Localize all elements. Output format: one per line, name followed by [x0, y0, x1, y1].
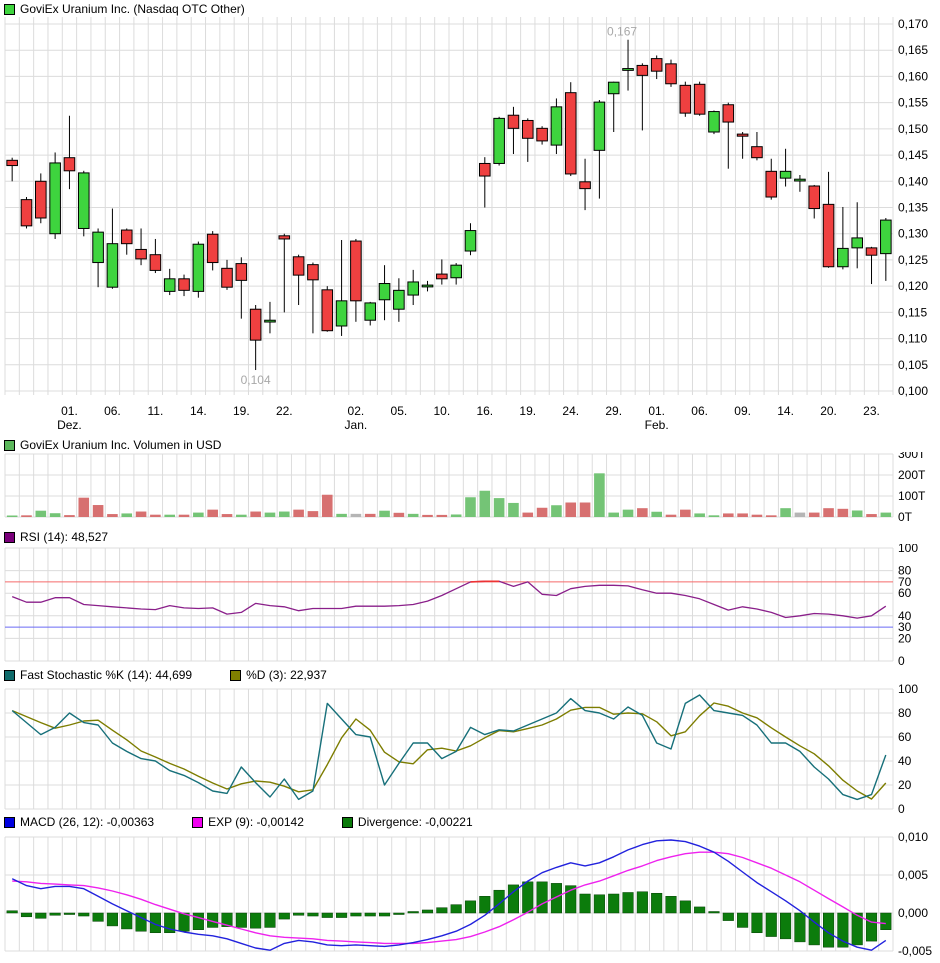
svg-text:-0,005: -0,005 — [898, 944, 932, 958]
svg-text:01.: 01. — [61, 404, 78, 418]
svg-text:0,125: 0,125 — [898, 253, 928, 267]
stochastic-d-swatch-icon — [230, 669, 242, 681]
svg-text:30: 30 — [898, 620, 912, 634]
main-chart-legend: GoviEx Uranium Inc. (Nasdaq OTC Other) — [0, 0, 940, 16]
svg-text:0,104: 0,104 — [241, 373, 271, 387]
svg-text:0,120: 0,120 — [898, 279, 928, 293]
svg-text:60: 60 — [898, 730, 912, 744]
svg-text:0,115: 0,115 — [898, 305, 927, 319]
svg-text:40: 40 — [898, 609, 912, 623]
svg-text:80: 80 — [898, 706, 912, 720]
macd-legend: MACD (26, 12): -0,00363 EXP (9): -0,0014… — [0, 813, 940, 829]
svg-text:19.: 19. — [233, 404, 250, 418]
svg-text:09.: 09. — [734, 404, 751, 418]
svg-text:0,167: 0,167 — [607, 25, 637, 39]
svg-text:0T: 0T — [898, 510, 913, 524]
svg-text:0,100: 0,100 — [898, 384, 928, 398]
svg-text:14.: 14. — [777, 404, 794, 418]
svg-text:29.: 29. — [605, 404, 622, 418]
macd-exp-label: EXP (9): -0,00142 — [208, 815, 304, 829]
macd-swatch-icon — [4, 816, 15, 828]
svg-text:0,170: 0,170 — [898, 17, 928, 31]
svg-text:0: 0 — [898, 654, 905, 666]
svg-text:06.: 06. — [104, 404, 121, 418]
svg-text:02.: 02. — [348, 404, 365, 418]
rsi-legend: RSI (14): 48,527 — [0, 528, 940, 544]
svg-text:40: 40 — [898, 754, 912, 768]
svg-text:20: 20 — [898, 631, 912, 645]
svg-text:19.: 19. — [519, 404, 536, 418]
svg-text:100: 100 — [898, 682, 918, 696]
stochastic-k-swatch-icon — [4, 669, 15, 681]
stochastic-d-label: %D (3): 22,937 — [246, 668, 327, 682]
svg-text:100T: 100T — [898, 489, 926, 503]
svg-text:22.: 22. — [276, 404, 293, 418]
svg-text:06.: 06. — [691, 404, 708, 418]
svg-text:0,145: 0,145 — [898, 148, 928, 162]
svg-text:0,160: 0,160 — [898, 69, 928, 83]
svg-text:Dez.: Dez. — [57, 418, 82, 432]
svg-text:0,155: 0,155 — [898, 96, 928, 110]
svg-text:0,005: 0,005 — [898, 868, 928, 882]
volume-title: GoviEx Uranium Inc. Volumen in USD — [20, 438, 222, 452]
svg-text:01.: 01. — [648, 404, 665, 418]
macd-divergence-label: Divergence: -0,00221 — [357, 815, 473, 829]
stochastic-legend: Fast Stochastic %K (14): 44,699 %D (3): … — [0, 666, 940, 682]
svg-text:0,140: 0,140 — [898, 174, 928, 188]
svg-text:Feb.: Feb. — [645, 418, 669, 432]
svg-text:05.: 05. — [391, 404, 408, 418]
svg-text:0: 0 — [898, 802, 905, 813]
candlestick-chart: 0,170 0,165 0,160 0,155 0,150 0,145 0,140 0,135… — [4, 17, 928, 432]
svg-text:10.: 10. — [433, 404, 450, 418]
svg-text:0,130: 0,130 — [898, 227, 928, 241]
macd-chart: 0,010 0,005 0,000 -0,005 — [4, 830, 932, 958]
rsi-chart: 100 80 60 40 20 0 70 30 — [4, 544, 918, 666]
macd-label: MACD (26, 12): -0,00363 — [20, 815, 155, 829]
svg-text:200T: 200T — [898, 468, 926, 482]
volume-legend-swatch-icon — [4, 439, 15, 451]
main-legend-swatch-icon — [4, 3, 15, 15]
svg-text:60: 60 — [898, 586, 912, 600]
svg-text:16.: 16. — [476, 404, 493, 418]
svg-text:100: 100 — [898, 544, 918, 555]
svg-text:20: 20 — [898, 778, 912, 792]
svg-text:70: 70 — [898, 575, 912, 589]
svg-text:Jan.: Jan. — [345, 418, 368, 432]
svg-text:0,000: 0,000 — [898, 906, 928, 920]
volume-chart: 300T 200T 100T 0T — [4, 452, 926, 524]
rsi-legend-swatch-icon — [4, 531, 15, 543]
svg-text:0,150: 0,150 — [898, 122, 928, 136]
svg-text:11.: 11. — [147, 404, 163, 418]
svg-text:0,110: 0,110 — [898, 332, 927, 346]
main-chart-title: GoviEx Uranium Inc. (Nasdaq OTC Other) — [20, 2, 245, 16]
rsi-title: RSI (14): 48,527 — [20, 530, 109, 544]
macd-divergence-swatch-icon — [341, 816, 353, 828]
macd-exp-swatch-icon — [192, 816, 204, 828]
svg-text:24.: 24. — [562, 404, 579, 418]
svg-text:300T: 300T — [898, 452, 926, 461]
volume-legend: GoviEx Uranium Inc. Volumen in USD — [0, 436, 940, 452]
svg-text:20.: 20. — [820, 404, 837, 418]
svg-text:23.: 23. — [863, 404, 880, 418]
stochastic-k-label: Fast Stochastic %K (14): 44,699 — [20, 668, 193, 682]
svg-text:0,135: 0,135 — [898, 201, 928, 215]
svg-text:80: 80 — [898, 564, 912, 578]
svg-text:0,010: 0,010 — [898, 830, 928, 844]
svg-text:0,165: 0,165 — [898, 43, 928, 57]
svg-text:0,105: 0,105 — [898, 358, 928, 372]
stochastic-chart: 100 80 60 40 20 0 — [4, 682, 918, 813]
svg-text:14.: 14. — [190, 404, 207, 418]
